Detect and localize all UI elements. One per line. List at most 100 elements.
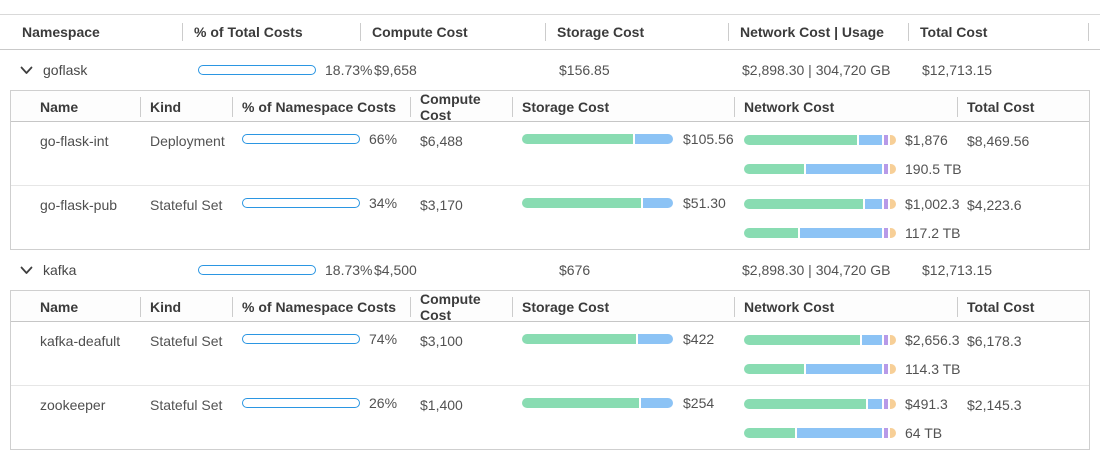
bar-segment-purple — [883, 399, 889, 409]
network-cost-usage-value: $2,898.30 | 304,720 GB — [742, 262, 891, 278]
bar-segment-purple — [883, 199, 889, 209]
compute-cost-value: $9,658 — [374, 62, 417, 78]
pct-namespace-bar — [242, 398, 360, 408]
network-cost-bar — [744, 199, 896, 209]
chevron-down-icon[interactable] — [20, 266, 33, 275]
storage-cost-value: $676 — [559, 262, 591, 278]
header-pct-namespace-costs: % of Namespace Costs — [232, 291, 410, 323]
bar-segment-purple — [883, 228, 889, 238]
network-usage-label: 190.5 TB — [905, 161, 962, 177]
workload-row-go-flask-int[interactable]: go-flask-int Deployment 66% $6,488 $105.… — [11, 122, 1089, 185]
workload-name: go-flask-int — [40, 133, 109, 149]
bar-segment-blue — [638, 334, 673, 344]
pct-namespace-cell: 26% — [232, 386, 410, 411]
compute-cost-value: $1,400 — [420, 397, 463, 413]
bar-segment-blue — [805, 164, 882, 174]
bar-segment-orange — [890, 135, 896, 145]
network-cost-usage-value: $2,898.30 | 304,720 GB — [742, 62, 891, 78]
bar-segment-green — [744, 364, 804, 374]
chevron-down-icon[interactable] — [20, 66, 33, 75]
cost-allocation-table: Namespace % of Total Costs Compute Cost … — [0, 14, 1100, 450]
network-cost-label: $2,656.3 — [905, 332, 960, 348]
workload-kind: Stateful Set — [150, 397, 223, 413]
bar-segment-blue — [868, 399, 882, 409]
header-network-cost: Network Cost — [734, 291, 957, 323]
bar-segment-green — [522, 134, 633, 144]
workload-table-header: Name Kind % of Namespace Costs Compute C… — [11, 91, 1089, 123]
workload-row-go-flask-pub[interactable]: go-flask-pub Stateful Set 34% $3,170 $51… — [11, 185, 1089, 249]
namespace-name: kafka — [43, 262, 77, 278]
workload-row-zookeeper[interactable]: zookeeper Stateful Set 26% $1,400 $254 — [11, 385, 1089, 449]
bar-segment-blue — [865, 199, 882, 209]
header-namespace: Namespace — [22, 24, 100, 40]
bar-segment-purple — [883, 164, 889, 174]
network-cost-label: $1,876 — [905, 132, 948, 148]
storage-cost-label: $51.30 — [683, 195, 726, 211]
bar-segment-green — [744, 335, 861, 345]
bar-segment-orange — [890, 364, 896, 374]
pct-namespace-label: 26% — [369, 395, 398, 411]
namespace-name-cell: kafka — [0, 262, 182, 278]
network-usage-bar — [744, 228, 896, 238]
bar-segment-orange — [890, 228, 896, 238]
network-cost-cell: $1,002.3 117.2 TB — [734, 186, 961, 241]
network-cost-label: $491.3 — [905, 396, 948, 412]
network-cost-bar — [744, 399, 896, 409]
namespace-table-header: Namespace % of Total Costs Compute Cost … — [0, 15, 1100, 50]
compute-cost-value: $4,500 — [374, 262, 417, 278]
pct-total-cell: 18.73% — [182, 62, 372, 78]
header-pct-total-costs: % of Total Costs — [182, 15, 360, 49]
header-spacer — [1088, 15, 1100, 49]
pct-total-bar — [198, 265, 316, 275]
network-cost-cell: $2,656.3 114.3 TB — [734, 322, 961, 377]
compute-cost-value: $6,488 — [420, 133, 463, 149]
pct-namespace-cell: 74% — [232, 322, 410, 347]
namespace-row-goflask[interactable]: goflask 18.73% $9,658 $156.85 $2,898.30 … — [0, 50, 1100, 90]
network-usage-bar — [744, 428, 896, 438]
total-cost-value: $12,713.15 — [922, 262, 993, 278]
storage-cost-bar — [522, 398, 674, 408]
pct-total-label: 18.73% — [325, 62, 373, 78]
bar-segment-blue — [862, 335, 882, 345]
namespace-name-cell: goflask — [0, 62, 182, 78]
bar-segment-blue — [634, 134, 673, 144]
bar-segment-green — [744, 199, 864, 209]
bar-segment-blue — [642, 198, 673, 208]
header-total-cost: Total Cost — [908, 15, 1088, 49]
header-name: Name — [40, 99, 79, 115]
bar-segment-purple — [883, 364, 889, 374]
bar-segment-green — [744, 164, 804, 174]
pct-namespace-bar — [242, 134, 360, 144]
workload-table-header: Name Kind % of Namespace Costs Compute C… — [11, 291, 1089, 323]
total-cost-value: $12,713.15 — [922, 62, 993, 78]
bar-segment-purple — [883, 135, 889, 145]
bar-segment-blue — [641, 398, 673, 408]
bar-segment-orange — [890, 399, 896, 409]
storage-cost-label: $254 — [683, 395, 715, 411]
storage-cost-cell: $254 — [512, 386, 734, 411]
compute-cost-value: $3,100 — [420, 333, 463, 349]
header-total-cost: Total Cost — [957, 291, 1089, 323]
compute-cost-value: $3,170 — [420, 197, 463, 213]
bar-segment-green — [744, 228, 798, 238]
storage-cost-cell: $422 — [512, 322, 734, 347]
bar-segment-green — [744, 428, 795, 438]
bar-segment-blue — [799, 228, 882, 238]
workload-name: zookeeper — [40, 397, 106, 413]
network-usage-bar — [744, 364, 896, 374]
workload-row-kafka-deafult[interactable]: kafka-deafult Stateful Set 74% $3,100 $4… — [11, 322, 1089, 385]
network-cost-cell: $491.3 64 TB — [734, 386, 957, 441]
header-storage-cost: Storage Cost — [512, 291, 734, 323]
storage-cost-label: $422 — [683, 331, 715, 347]
pct-total-bar — [198, 65, 316, 75]
workload-table-goflask: Name Kind % of Namespace Costs Compute C… — [10, 90, 1090, 250]
header-storage-cost: Storage Cost — [512, 91, 734, 123]
bar-segment-blue — [859, 135, 882, 145]
pct-namespace-bar — [242, 334, 360, 344]
bar-segment-green — [522, 198, 641, 208]
pct-namespace-label: 66% — [369, 131, 398, 147]
namespace-row-kafka[interactable]: kafka 18.73% $4,500 $676 $2,898.30 | 304… — [0, 250, 1100, 290]
pct-namespace-bar — [242, 198, 360, 208]
storage-cost-bar — [522, 334, 674, 344]
network-usage-label: 114.3 TB — [905, 361, 961, 377]
